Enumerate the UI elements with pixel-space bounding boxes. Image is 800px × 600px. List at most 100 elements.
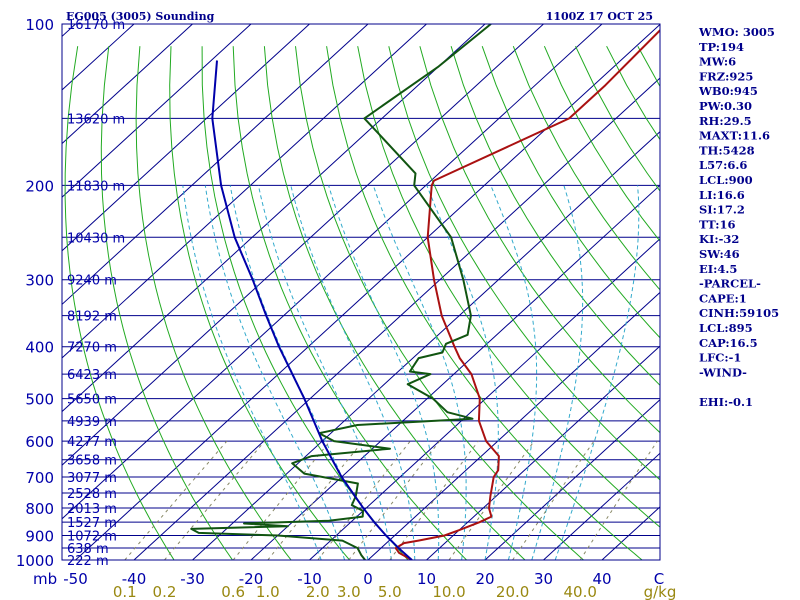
height-label: 2528 m xyxy=(67,487,117,502)
height-label: 3077 m xyxy=(67,471,117,486)
dry-adiabat-line xyxy=(169,46,351,560)
pressure-tick-label: 500 xyxy=(25,391,54,409)
temperature-tick-label: -40 xyxy=(122,570,147,588)
dry-adiabat-line xyxy=(64,46,175,560)
dry-adiabat-line xyxy=(135,46,292,560)
mixing-ratio-tick-label: 10.0 xyxy=(432,583,465,600)
temperature-tick-label: -10 xyxy=(297,570,322,588)
temperature-trace xyxy=(394,28,660,560)
index-line: -WIND- xyxy=(699,365,747,379)
isotherm-line xyxy=(426,345,660,560)
dry-adiabat-line xyxy=(232,46,468,560)
isotherm-line xyxy=(62,24,544,466)
mixing-ratio-line xyxy=(232,440,331,560)
pressure-tick-label: 800 xyxy=(25,500,54,518)
moist-adiabat-line xyxy=(290,185,416,560)
isotherm-line xyxy=(543,452,660,560)
isotherm-line xyxy=(75,24,660,560)
index-line: CINH:59105 xyxy=(699,306,779,320)
index-line: EI:4.5 xyxy=(699,262,737,276)
height-label: 1527 m xyxy=(67,516,117,531)
isotherm-line xyxy=(62,24,252,198)
dry-adiabat-line xyxy=(481,46,660,339)
height-label: 11830 m xyxy=(67,179,125,194)
height-label: 4939 m xyxy=(67,415,117,430)
dry-adiabat-line xyxy=(357,46,660,528)
index-line: LCL:900 xyxy=(699,173,753,187)
mixing-ratio-tick-label: 3.0 xyxy=(337,583,361,600)
mixing-ratio-line xyxy=(512,440,595,560)
dry-adiabat-line xyxy=(263,46,526,560)
mixing-ratio-tick-label: 1.0 xyxy=(256,583,280,600)
dry-adiabat-line xyxy=(450,46,660,387)
index-line: -PARCEL- xyxy=(699,277,761,291)
index-line: PW:0.30 xyxy=(699,99,752,113)
temperature-unit-label: C xyxy=(654,570,664,588)
mixing-ratio-tick-label: 0.1 xyxy=(113,583,137,600)
chart-time: 1100Z 17 OCT 25 xyxy=(546,10,653,23)
height-label: 13620 m xyxy=(67,112,125,127)
moist-adiabat-line xyxy=(372,185,467,560)
moist-adiabat-line xyxy=(328,185,440,560)
pressure-tick-label: 900 xyxy=(25,527,54,545)
pressure-tick-label: 1000 xyxy=(16,552,54,570)
index-line: RH:29.5 xyxy=(699,114,752,128)
index-line: TH:5428 xyxy=(699,143,755,157)
dry-adiabat-line xyxy=(512,46,660,291)
index-line: CAPE:1 xyxy=(699,291,747,305)
temperature-axis: -50 -40 -30 -20 -10 0 10 20 30 40 C xyxy=(63,570,664,588)
isotherm-line xyxy=(62,24,603,520)
mixing-ratio-line xyxy=(389,440,479,560)
height-label: 222 m xyxy=(67,554,109,569)
pressure-tick-label: 700 xyxy=(25,469,54,487)
pressure-tick-label: 600 xyxy=(25,433,54,451)
moist-adiabat-line xyxy=(426,185,499,560)
dry-adiabat-line xyxy=(295,46,585,560)
mixing-ratio-tick-label: 0.6 xyxy=(221,583,245,600)
index-line: MAXT:11.6 xyxy=(699,129,770,143)
height-label: 7270 m xyxy=(67,341,117,356)
mixing-ratio-tick-label: 0.2 xyxy=(153,583,177,600)
height-label: 3658 m xyxy=(67,454,117,469)
moist-adiabat-line xyxy=(490,185,538,560)
height-label: 6423 m xyxy=(67,368,117,383)
parcel-trace xyxy=(211,60,413,560)
moist-adiabat-line xyxy=(531,185,584,560)
mixing-ratio-line xyxy=(124,440,228,560)
moist-adiabat-line xyxy=(229,185,369,560)
isotherm-line xyxy=(62,24,427,359)
pressure-axis: 1000 900 800 700 600 500 400 300 200 100 mb xyxy=(16,16,57,588)
temperature-tick-label: -20 xyxy=(239,570,264,588)
moist-adiabat-line xyxy=(204,185,346,560)
moist-adiabat-line xyxy=(182,185,322,560)
index-line: L57:6.6 xyxy=(699,158,747,172)
index-line: TT:16 xyxy=(699,217,736,231)
mixing-ratio-tick-label: 5.0 xyxy=(378,583,402,600)
isotherm-line xyxy=(309,238,660,560)
height-label: 9240 m xyxy=(67,274,117,289)
index-line: WB0:945 xyxy=(698,84,758,98)
isotherm-line xyxy=(62,24,193,145)
temperature-tick-label: 10 xyxy=(417,570,436,588)
dewpoint-trace xyxy=(190,24,492,560)
mixing-ratio-tick-label: 20.0 xyxy=(496,583,529,600)
isotherm-line xyxy=(192,130,660,560)
moist-adiabat-line xyxy=(257,185,392,560)
sounding-traces xyxy=(190,24,660,560)
dry-adiabat-line xyxy=(388,46,660,481)
index-line: MW:6 xyxy=(699,55,736,69)
index-line: EHI:-0.1 xyxy=(699,395,753,409)
index-line: FRZ:925 xyxy=(699,69,753,83)
mixing-ratio-line xyxy=(579,440,658,560)
pressure-tick-label: 100 xyxy=(25,16,54,34)
index-line: KI:-32 xyxy=(699,232,739,246)
temperature-tick-label: -30 xyxy=(180,570,205,588)
mixing-ratio-axis: 0.1 0.2 0.6 1.0 2.0 3.0 5.0 10.0 20.0 40.0 g/kg xyxy=(113,583,677,600)
height-label: 4277 m xyxy=(67,435,117,450)
background-grid xyxy=(62,24,660,560)
moist-adiabat-line xyxy=(554,185,640,560)
dry-adiabat-line xyxy=(326,46,643,560)
height-label: 638 m xyxy=(67,542,109,557)
